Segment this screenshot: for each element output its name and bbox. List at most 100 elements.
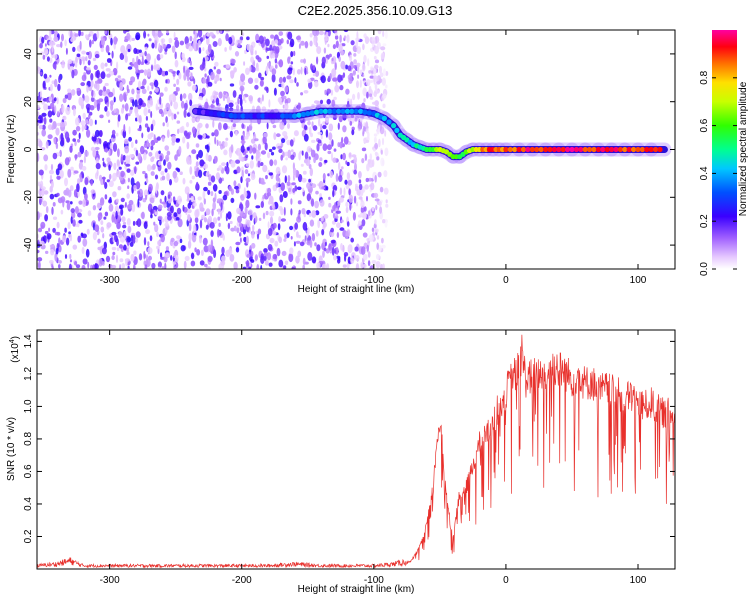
ridge-point [353,108,359,114]
noise-speck [165,79,168,84]
noise-speck [345,201,349,208]
noise-speck [212,120,215,128]
noise-speck [338,56,342,62]
noise-speck [221,246,225,255]
noise-speck [286,181,291,187]
noise-speck [246,260,250,267]
noise-speck [274,58,278,64]
noise-speck [90,80,94,88]
noise-speck [373,192,379,199]
noise-speck [81,264,86,269]
noise-speck [170,255,173,261]
noise-speck [207,181,212,186]
noise-speck [213,155,218,164]
noise-speck [302,264,305,269]
noise-speck [108,203,114,212]
noise-speck [242,95,246,102]
noise-speck [207,154,212,162]
noise-speck [115,254,119,263]
noise-speck [128,154,135,158]
noise-speck [134,166,137,175]
noise-speck [358,179,362,184]
noise-speck [79,145,85,155]
noise-speck [69,185,74,192]
noise-speck [228,36,233,45]
noise-speck [310,132,313,138]
noise-speck [287,31,293,40]
noise-speck [168,94,172,103]
noise-speck [340,219,344,223]
noise-speck [242,81,246,86]
noise-speck [86,129,91,138]
noise-speck [258,217,262,221]
noise-speck [92,205,97,211]
noise-speck [120,153,124,163]
noise-speck [178,145,182,155]
noise-speck [269,210,275,217]
noise-speck [141,88,147,95]
ridge-point [631,146,637,153]
noise-speck [278,259,284,268]
noise-speck [313,37,317,46]
noise-speck [328,243,333,251]
noise-speck [267,187,272,194]
noise-speck [296,82,299,87]
noise-speck [286,75,292,80]
colorbar-ticks: 0.00.20.40.60.8 [699,70,737,276]
noise-speck [250,66,256,73]
noise-speck [309,40,313,47]
noise-speck [280,142,284,148]
noise-speck [244,99,247,103]
noise-speck [184,255,190,262]
noise-speck [113,96,116,103]
noise-speck [315,230,319,237]
noise-speck [287,67,293,75]
noise-speck [236,166,241,174]
noise-speck [185,68,191,77]
noise-speck [173,266,177,269]
noise-speck [382,68,386,77]
noise-speck [38,140,43,148]
noise-speck [362,43,365,51]
noise-speck [78,200,83,205]
noise-speck [164,262,167,269]
noise-speck [257,160,261,168]
noise-speck [304,41,309,49]
noise-speck [304,67,307,76]
noise-speck [150,123,154,132]
noise-speck [222,194,228,201]
noise-speck [158,108,163,114]
noise-speck [310,63,313,71]
noise-speck [37,153,40,162]
noise-speck [257,143,261,151]
noise-speck [58,264,61,269]
noise-speck [306,229,309,238]
noise-speck [99,114,104,119]
noise-speck [355,263,360,269]
noise-speck [284,151,288,157]
noise-speck [89,118,94,127]
noise-speck [104,96,109,103]
noise-speck [374,228,379,233]
noise-speck [280,218,286,222]
noise-speck [165,246,169,251]
noise-speck [255,205,261,209]
noise-speck [175,262,179,269]
noise-speck [346,172,351,181]
noise-speck [226,161,229,168]
noise-speck [191,84,197,91]
ridge-point [556,146,562,153]
noise-speck [332,77,338,82]
noise-speck [181,52,185,59]
snr-x-ticks: -300 -200 -100 0 100 [100,330,647,586]
noise-speck [133,263,136,269]
noise-speck [96,30,100,39]
ridge-point [322,108,328,114]
snr-y-scale-exponent: 4 [9,339,16,343]
noise-speck [200,249,204,256]
noise-speck [371,227,375,233]
noise-speck [197,122,203,129]
noise-speck [160,190,165,196]
noise-speck [164,168,168,173]
noise-speck [301,150,304,156]
